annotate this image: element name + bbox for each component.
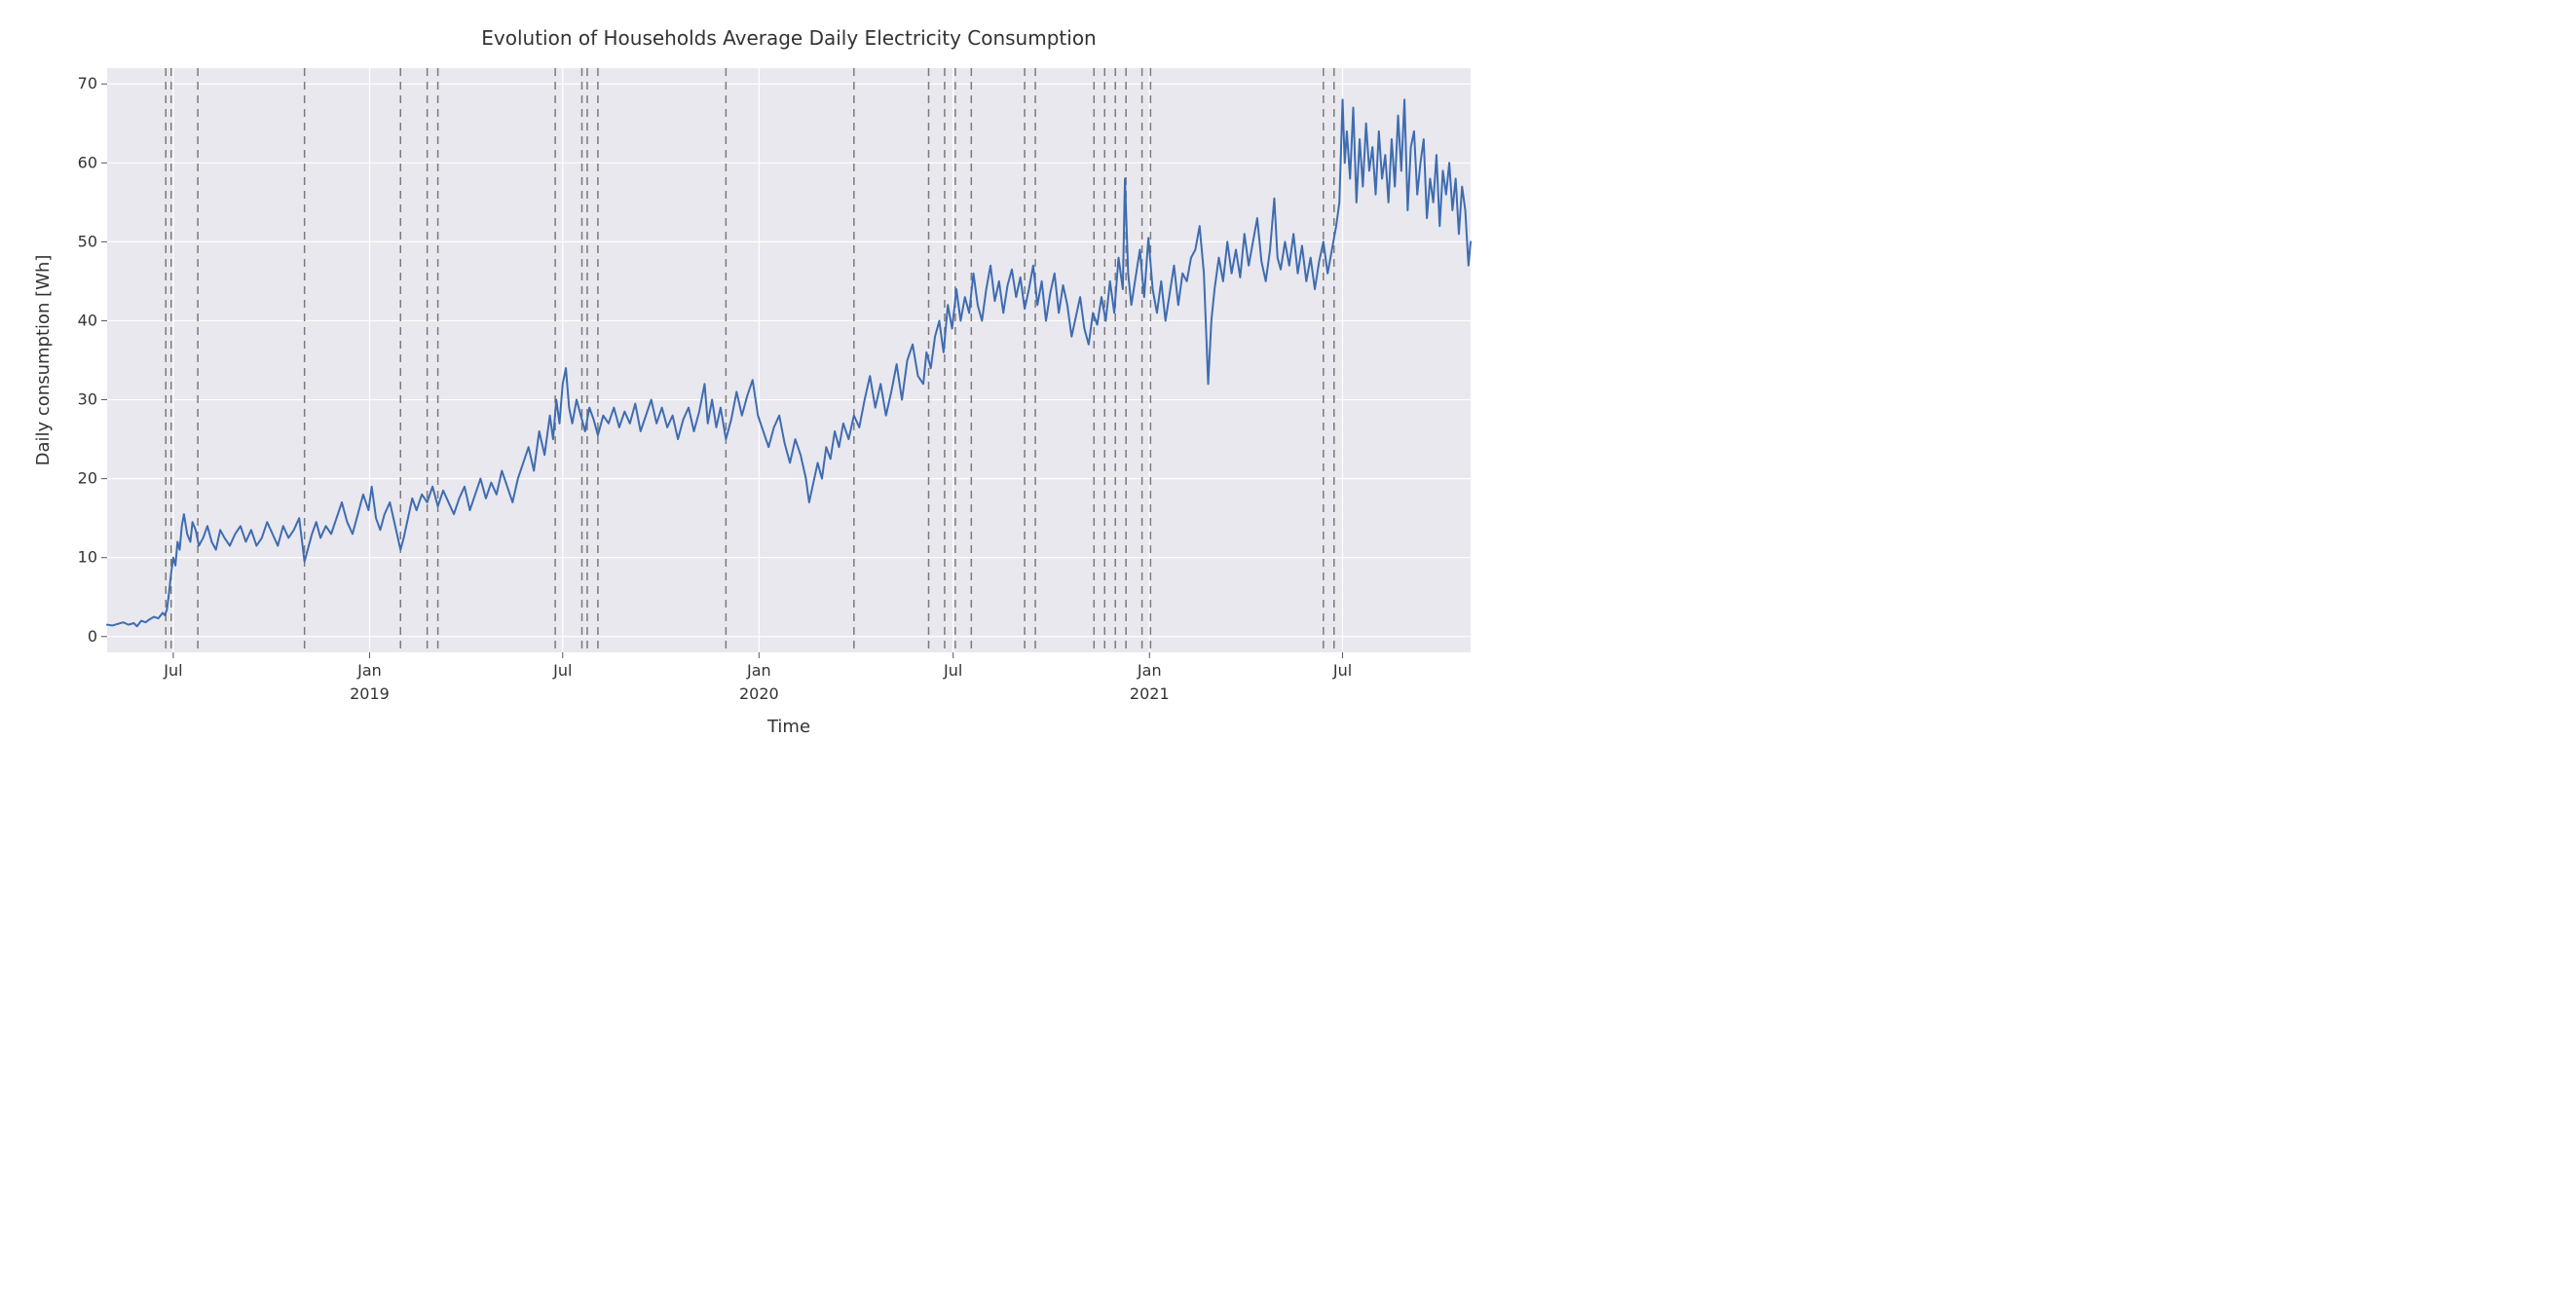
x-tick-label: Jul [552, 661, 572, 680]
chart-title: Evolution of Households Average Daily El… [481, 26, 1096, 50]
chart-container: 0 10 20 30 40 50 60 70 Jul Jan Jul Jan Jul Jan Jul 2019… [19, 19, 2557, 759]
x-axis-label: Time [766, 717, 810, 737]
x-year-label: 2020 [739, 684, 779, 703]
y-tick-label: 0 [88, 627, 97, 646]
y-tick-label: 70 [78, 74, 97, 92]
y-axis-label: Daily consumption [Wh] [33, 255, 54, 466]
x-tick-label: Jan [1137, 661, 1162, 680]
y-tick-label: 60 [78, 153, 97, 171]
y-tick-label: 40 [78, 311, 97, 329]
y-tick-label: 10 [78, 548, 97, 567]
x-tick-label: Jul [163, 661, 182, 680]
y-tick-label: 50 [78, 232, 97, 250]
x-tick-label: Jul [1332, 661, 1352, 680]
plot-area [107, 68, 1471, 652]
y-tick-label: 20 [78, 469, 97, 488]
line-chart: 0 10 20 30 40 50 60 70 Jul Jan Jul Jan Jul Jan Jul 2019… [19, 19, 1500, 759]
y-tick-label: 30 [78, 390, 97, 409]
x-tick-label: Jan [356, 661, 382, 680]
x-tick-label: Jan [746, 661, 771, 680]
x-year-label: 2019 [350, 684, 390, 703]
x-tick-label: Jul [943, 661, 962, 680]
x-year-label: 2021 [1130, 684, 1170, 703]
